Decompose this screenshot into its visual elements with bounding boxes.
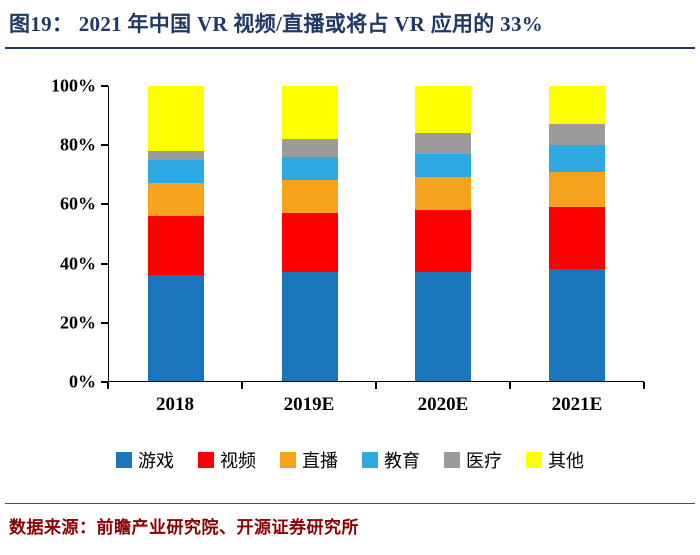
footer-divider — [5, 503, 695, 504]
x-tick-mark — [643, 382, 645, 389]
y-tick-label: 0% — [69, 371, 96, 392]
legend-item-游戏: 游戏 — [116, 447, 174, 473]
bar-segment-医疗 — [281, 139, 338, 157]
bar-segment-教育 — [549, 145, 606, 172]
bar-segment-视频 — [415, 209, 472, 272]
legend-swatch — [444, 452, 460, 468]
stacked-bar-2019E — [281, 86, 338, 381]
bar-segment-教育 — [147, 159, 204, 184]
bar-segment-其他 — [549, 86, 606, 125]
x-tick-mark — [107, 382, 109, 389]
bar-segment-直播 — [281, 180, 338, 213]
legend-swatch — [198, 452, 214, 468]
y-tick-label: 20% — [60, 312, 96, 333]
bar-segment-直播 — [415, 177, 472, 210]
legend-label: 教育 — [384, 451, 420, 471]
bar-segment-其他 — [147, 86, 204, 151]
legend: 游戏 视频 直播 教育 医疗 其他 — [0, 447, 700, 473]
figure-title: 图19： 2021 年中国 VR 视频/直播或将占 VR 应用的 33% — [9, 12, 544, 36]
stacked-bar-2018 — [147, 86, 204, 381]
bar-segment-直播 — [549, 171, 606, 207]
x-tick-mark — [375, 382, 377, 389]
bar-segment-视频 — [549, 206, 606, 269]
bar-segment-直播 — [147, 183, 204, 216]
legend-item-医疗: 医疗 — [444, 447, 502, 473]
legend-swatch — [526, 452, 542, 468]
legend-label: 游戏 — [138, 451, 174, 471]
bar-segment-医疗 — [147, 150, 204, 160]
x-tick-label: 2021E — [551, 394, 603, 415]
legend-swatch — [116, 452, 132, 468]
x-tick-mark — [241, 382, 243, 389]
legend-label: 医疗 — [466, 451, 502, 471]
bar-segment-其他 — [281, 86, 338, 140]
legend-item-教育: 教育 — [362, 447, 420, 473]
legend-item-其他: 其他 — [526, 447, 584, 473]
x-tick-label: 2019E — [283, 394, 335, 415]
bar-segment-视频 — [147, 215, 204, 275]
bar-segment-游戏 — [147, 274, 204, 381]
bar-slot-2018 — [109, 86, 243, 381]
y-tick-label: 60% — [60, 193, 96, 214]
bar-slot-2021E — [510, 86, 644, 381]
plot-area — [108, 86, 644, 382]
y-tick-mark — [101, 321, 108, 324]
y-tick-mark — [101, 262, 108, 265]
legend-item-视频: 视频 — [198, 447, 256, 473]
bar-slot-2019E — [243, 86, 377, 381]
bar-segment-其他 — [415, 86, 472, 134]
legend-swatch — [362, 452, 378, 468]
legend-item-直播: 直播 — [280, 447, 338, 473]
y-tick-label: 80% — [60, 134, 96, 155]
x-tick-label: 2020E — [417, 394, 469, 415]
bar-segment-视频 — [281, 212, 338, 272]
y-tick-mark — [101, 85, 108, 87]
title-divider — [5, 47, 695, 49]
bar-segment-教育 — [415, 153, 472, 178]
stacked-bar-2021E — [549, 86, 606, 381]
bar-segment-游戏 — [415, 271, 472, 381]
legend-swatch — [280, 452, 296, 468]
stacked-bar-2020E — [415, 86, 472, 381]
x-tick-label: 2018 — [156, 394, 194, 415]
stacked-bar-chart: 2018 2019E 2020E 2021E 0% 20% 40% 60% 80% 100% — [0, 60, 700, 445]
bar-segment-游戏 — [281, 271, 338, 381]
legend-label: 其他 — [548, 451, 584, 471]
y-tick-mark — [101, 144, 108, 147]
legend-label: 视频 — [220, 451, 256, 471]
bar-segment-教育 — [281, 156, 338, 181]
legend-label: 直播 — [302, 451, 338, 471]
bar-segment-医疗 — [415, 133, 472, 154]
bar-segment-游戏 — [549, 268, 606, 381]
y-tick-label: 100% — [51, 75, 96, 96]
y-tick-label: 40% — [60, 253, 96, 274]
bar-segment-医疗 — [549, 124, 606, 146]
bar-slot-2020E — [377, 86, 511, 381]
y-tick-mark — [101, 203, 108, 206]
data-source: 数据来源：前瞻产业研究院、开源证券研究所 — [9, 518, 359, 537]
y-tick-mark — [101, 381, 108, 383]
x-tick-mark — [509, 382, 511, 389]
